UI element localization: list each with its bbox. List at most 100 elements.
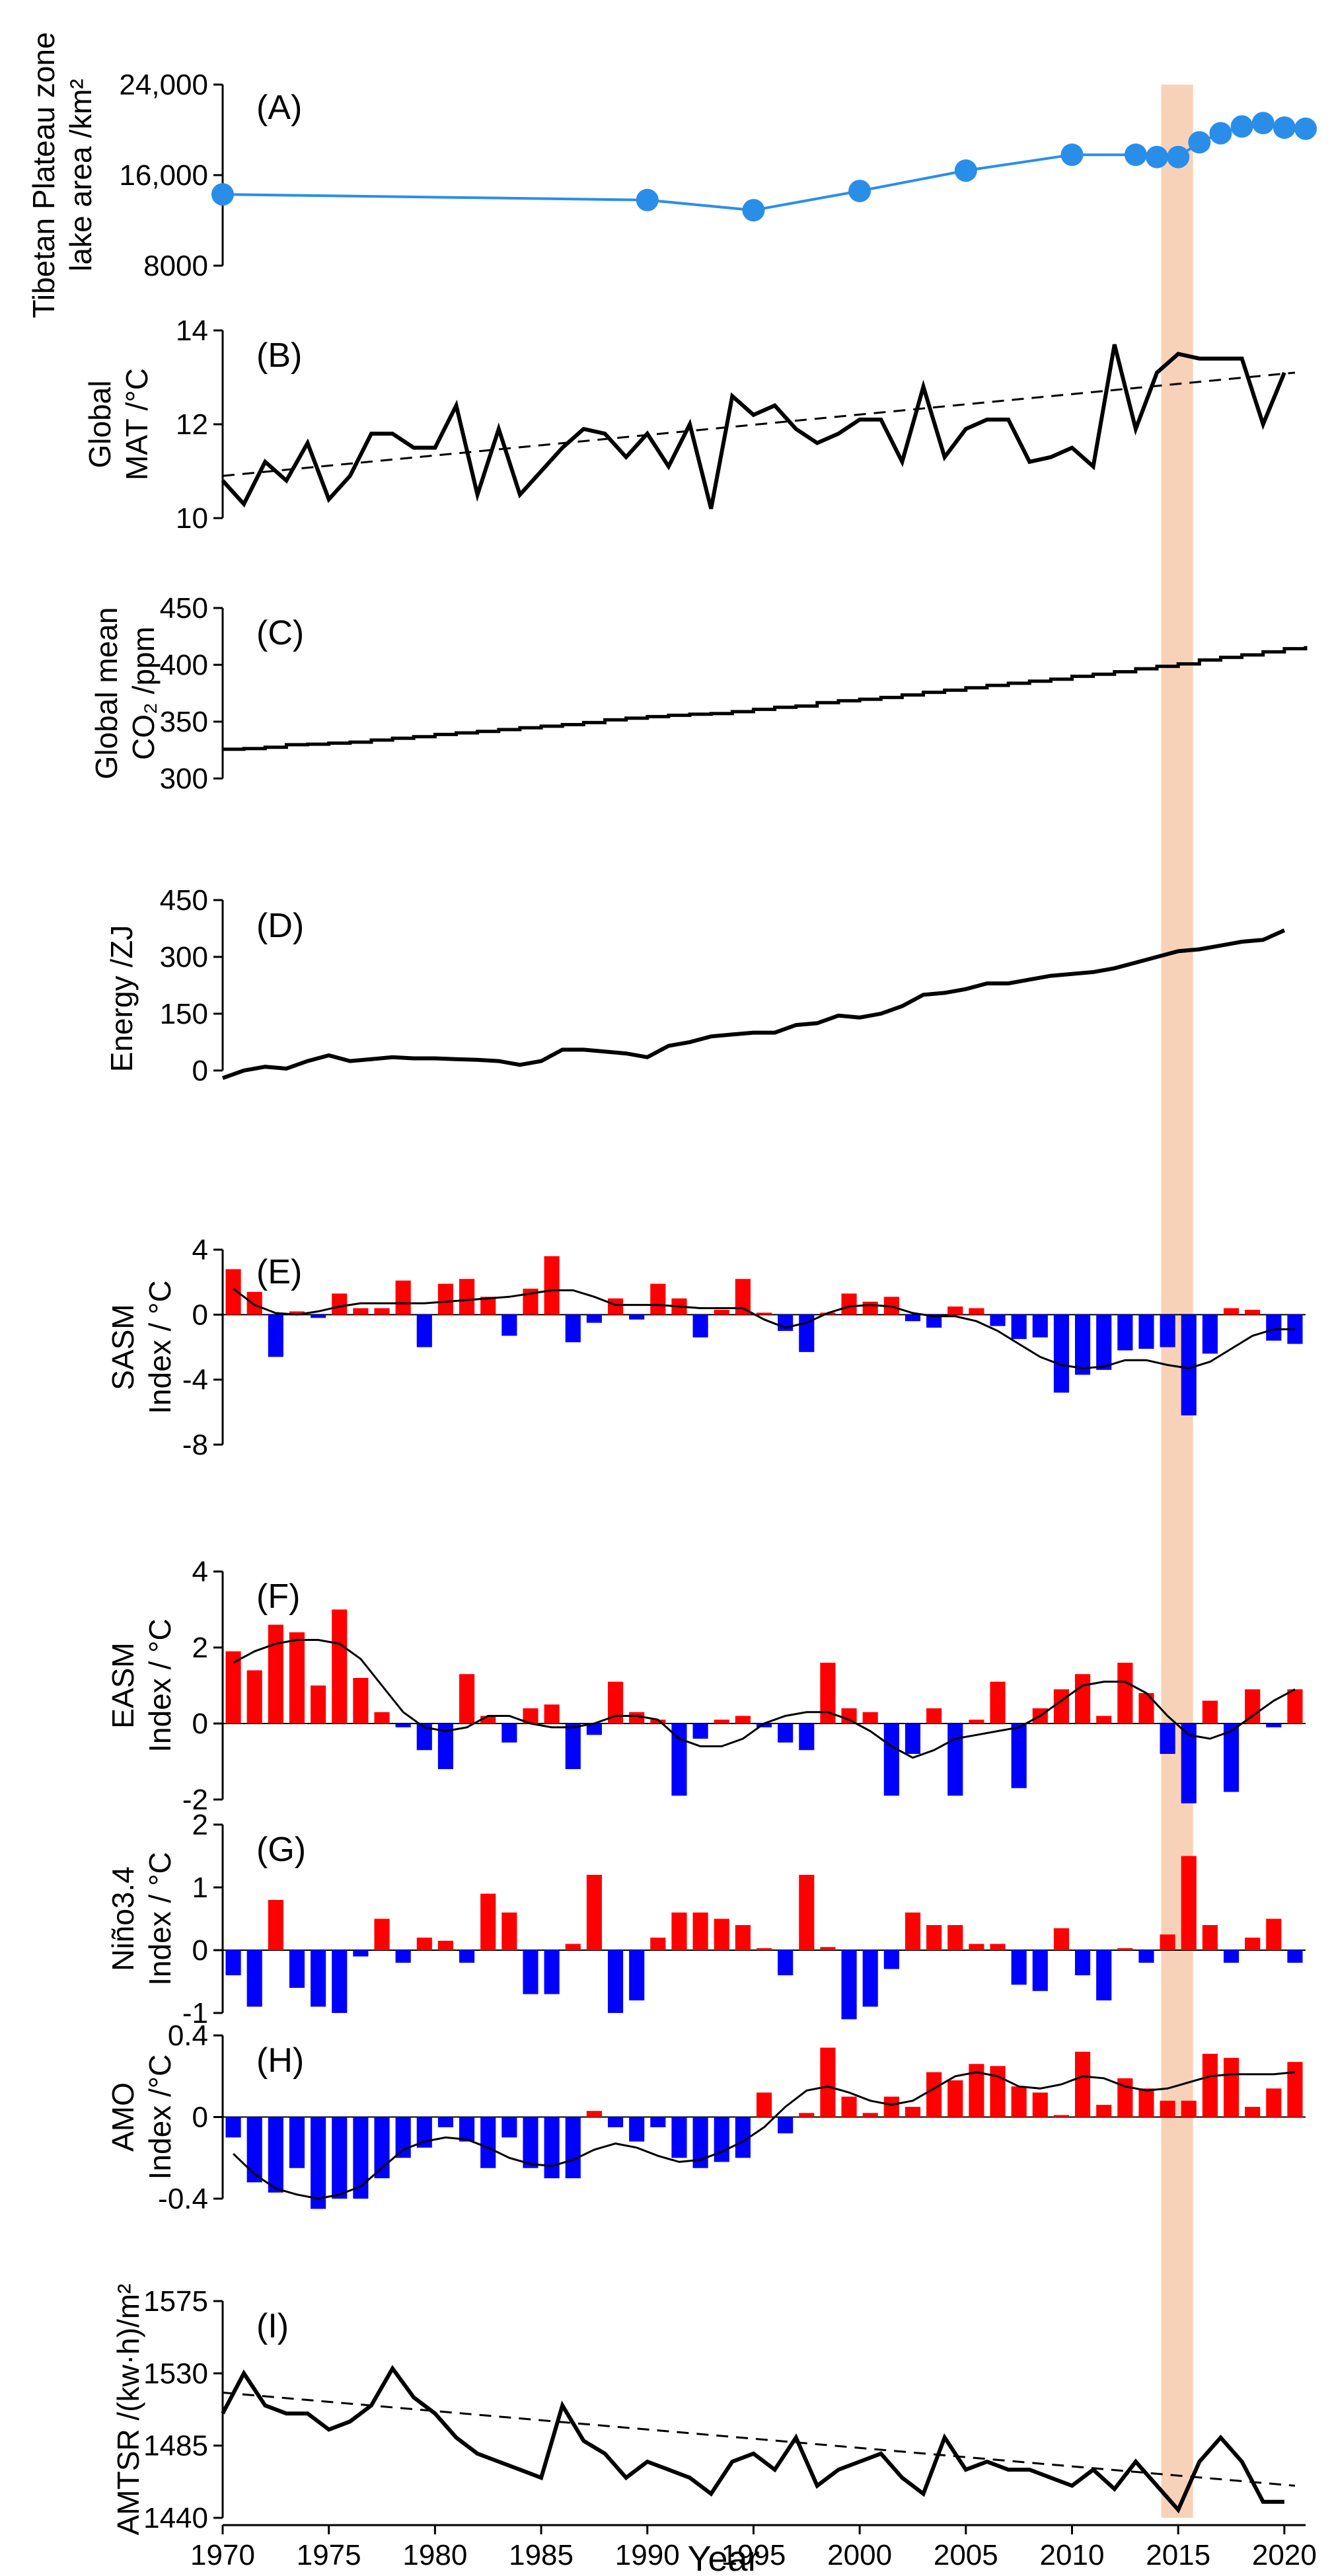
bar <box>480 2117 496 2168</box>
y-tick-label: 0 <box>192 1055 208 1087</box>
bar <box>416 1724 432 1751</box>
bar <box>289 1632 305 1724</box>
y-tick-label: 16,000 <box>119 159 208 192</box>
bar <box>480 1716 496 1724</box>
panel-label: (C) <box>256 614 304 652</box>
y-tick-label: 1485 <box>143 2430 208 2462</box>
bar <box>1181 2100 1197 2117</box>
y-tick-label: 14 <box>176 315 208 347</box>
bar <box>332 1950 348 2013</box>
bar <box>311 2117 326 2209</box>
y-tick-label: 150 <box>160 998 208 1030</box>
bar <box>1032 2092 1048 2117</box>
bar <box>1117 1948 1133 1950</box>
bar <box>1117 1314 1133 1351</box>
bar <box>544 2117 560 2179</box>
bar <box>607 1298 624 1315</box>
bar <box>990 1314 1006 1326</box>
bar <box>926 1314 942 1328</box>
bar <box>714 2117 729 2162</box>
y-axis-label: Index / °C <box>143 1618 177 1753</box>
bar <box>969 2064 984 2117</box>
series-line <box>221 344 1286 510</box>
bar <box>246 1670 262 1724</box>
bar <box>1287 1689 1303 1724</box>
bar <box>1202 1925 1218 1950</box>
bar <box>650 1720 666 1724</box>
bar <box>756 1312 772 1315</box>
data-point <box>1124 143 1147 167</box>
panel-e: 4 0 -4 -8 SASM Index / °C (E) <box>106 1234 1306 1461</box>
bar <box>778 1950 794 1975</box>
bar <box>905 1314 921 1322</box>
panel-label: (G) <box>256 1831 306 1869</box>
bar <box>947 1307 963 1315</box>
bar <box>459 2117 475 2142</box>
bar <box>1138 2088 1154 2117</box>
bar <box>862 1301 878 1315</box>
bar <box>947 1925 963 1950</box>
bar <box>501 1724 517 1743</box>
bar <box>756 1724 772 1727</box>
bar <box>990 2066 1006 2117</box>
bar <box>692 1913 708 1950</box>
data-point <box>211 183 234 206</box>
bar <box>1160 1724 1175 1754</box>
bar <box>862 2113 878 2117</box>
trend-line <box>222 2391 1296 2487</box>
bar <box>1245 1938 1261 1950</box>
panel-d: 450 300 150 0 Energy /ZJ (D) <box>104 884 1286 1087</box>
bar <box>799 1724 815 1751</box>
bar <box>565 1724 581 1769</box>
bar <box>1117 1663 1133 1724</box>
bar <box>437 1724 454 1769</box>
bar <box>374 1918 390 1950</box>
bar <box>1181 1314 1197 1416</box>
bar <box>926 1925 942 1950</box>
y-tick-label: 4 <box>192 1234 208 1266</box>
bar <box>820 1663 836 1724</box>
y-axis-label: SASM <box>106 1304 140 1390</box>
x-tick-label: 2005 <box>934 2539 998 2571</box>
bar <box>820 2047 836 2117</box>
bar <box>1074 2051 1091 2117</box>
bar <box>883 2096 899 2117</box>
y-tick-label: 8000 <box>143 250 208 282</box>
y-tick-label: 2 <box>192 1632 208 1664</box>
bar <box>1074 1314 1091 1375</box>
y-tick-label: 12 <box>176 408 208 441</box>
bar <box>374 1712 390 1724</box>
bar <box>1287 1314 1303 1344</box>
x-tick-label: 1990 <box>615 2539 680 2571</box>
bar <box>1053 2115 1069 2117</box>
bar <box>586 1724 602 1735</box>
bar <box>671 1913 687 1950</box>
y-tick-label: 1 <box>192 1872 208 1904</box>
bar <box>607 1950 624 2013</box>
bar <box>1138 1950 1154 1963</box>
bar <box>544 1950 560 1994</box>
bar <box>544 1704 560 1724</box>
bar <box>225 1651 241 1724</box>
bar <box>501 2117 517 2138</box>
series-line <box>223 646 1308 751</box>
data-point <box>1167 145 1190 169</box>
bar <box>268 1900 283 1950</box>
panel-label: (D) <box>256 907 304 945</box>
data-point <box>1209 122 1232 145</box>
panel-label: (B) <box>256 336 302 375</box>
bar <box>586 2111 602 2117</box>
bar <box>692 2117 708 2168</box>
y-axis-label: Index /°C <box>143 2055 177 2180</box>
bar <box>1074 1674 1091 1724</box>
bar <box>586 1875 602 1950</box>
bar <box>437 1940 454 1950</box>
y-axis-label: Global <box>83 381 117 469</box>
bar <box>1053 1928 1069 1950</box>
y-tick-label: 0 <box>192 2102 208 2134</box>
bar <box>289 1311 305 1315</box>
bar <box>437 2117 454 2127</box>
smoothed-line <box>233 1639 1296 1759</box>
bar <box>714 1309 729 1315</box>
trend-line <box>222 371 1296 477</box>
